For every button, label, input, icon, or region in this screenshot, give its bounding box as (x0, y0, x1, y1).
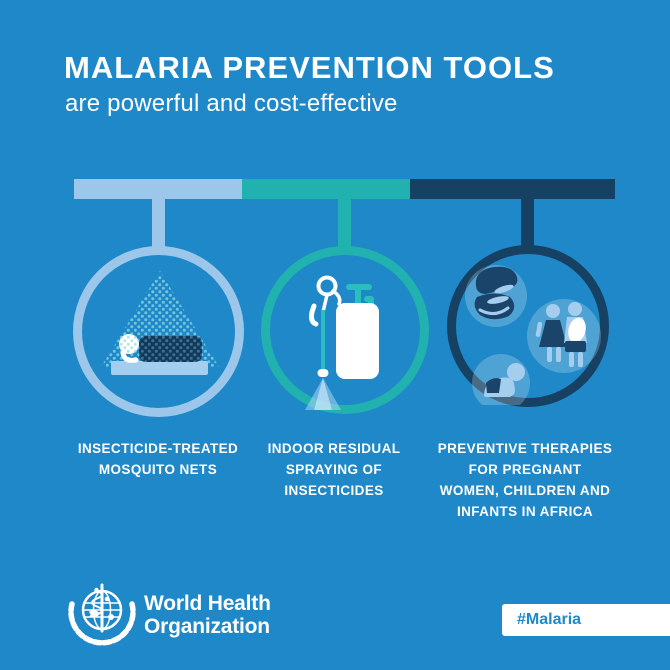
connector-nets (152, 198, 165, 254)
bed-base (111, 361, 208, 375)
mother-children-icon (465, 265, 601, 405)
hashtag-text: #Malaria (517, 611, 582, 628)
circle-nets (73, 246, 244, 417)
tool-label-nets: INSECTICIDE-TREATED MOSQUITO NETS (77, 441, 239, 477)
page-title: MALARIA PREVENTION TOOLS (64, 50, 555, 85)
sleeping-person-arm (120, 350, 139, 363)
spray-pump-icon (305, 275, 379, 410)
bar-segment-spraying (242, 179, 410, 199)
connector-therapies (521, 198, 534, 254)
children-figures (535, 302, 587, 367)
hose (331, 289, 342, 306)
wand-upper (321, 293, 329, 314)
mosquito-net-icon (101, 271, 219, 375)
head-net-overlay (119, 334, 139, 354)
pregnant-woman-figure (474, 266, 518, 320)
spray-tank (336, 303, 379, 379)
org-name: World Health Organization (144, 592, 271, 638)
spray-mist-inner (314, 378, 332, 410)
crawling-baby-figure (484, 363, 525, 397)
nozzle (317, 369, 329, 377)
org-name-line1: World Health (144, 592, 271, 615)
hashtag-badge: #Malaria (502, 604, 670, 636)
connector-spraying (338, 198, 351, 254)
net-texture-overlay (139, 336, 202, 362)
org-name-line2: Organization (144, 615, 270, 638)
bar-segment-nets (74, 179, 242, 199)
category-bar (74, 179, 615, 199)
circle-spraying (261, 246, 429, 414)
tool-label-spraying: INDOOR RESIDUAL SPRAYING OF INSECTICIDES (267, 441, 401, 498)
circle-therapies (447, 245, 609, 407)
trigger-hand (309, 303, 319, 327)
page-subtitle: are powerful and cost-effective (65, 90, 398, 117)
bar-segment-therapies (410, 179, 615, 199)
who-emblem-icon (68, 583, 136, 646)
tool-label-therapies: PREVENTIVE THERAPIES FOR PREGNANT WOMEN,… (437, 441, 613, 519)
infant-bundle (568, 317, 586, 343)
laurel-wreath (68, 601, 136, 646)
